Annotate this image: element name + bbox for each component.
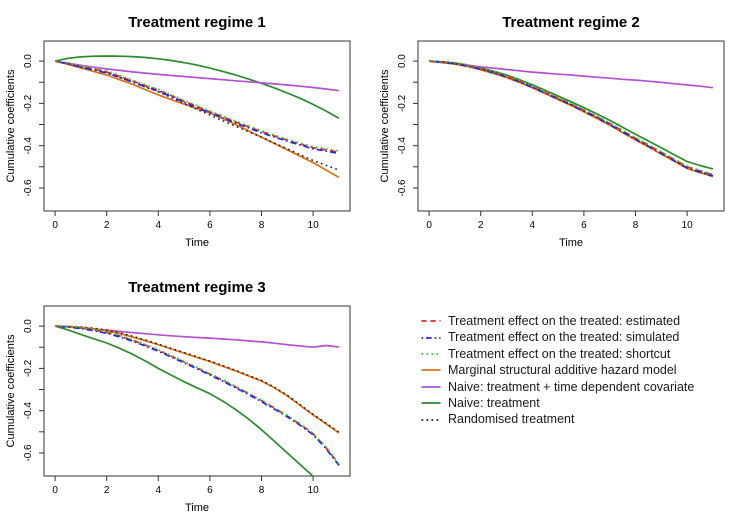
series-line-simulated xyxy=(54,60,340,155)
y-axis-tick-label: -0.2 xyxy=(23,94,34,112)
x-axis-tick-label: 8 xyxy=(633,220,639,231)
x-axis-label: Time xyxy=(185,502,209,514)
series-line-shortcut xyxy=(54,60,340,152)
y-axis-tick-label: 0.0 xyxy=(23,54,34,68)
plot-area: 0 2 4 6 8 10 0.0 -0.2 -0.4 -0.6 xyxy=(397,40,725,231)
plot-area: 0 2 4 6 8 10 0.0 -0.2 -0.4 -0.6 xyxy=(23,305,351,496)
x-axis-label: Time xyxy=(559,237,583,249)
chart-svg-regime-2: Treatment regime 2 Cumulative coefficien… xyxy=(379,14,725,249)
series-line-msm xyxy=(429,60,714,178)
series-line-naive_cov xyxy=(54,60,340,92)
legend-item-label: Randomised treatment xyxy=(448,412,575,427)
legend-item-estimated: Treatment effect on the treated: estimat… xyxy=(421,313,694,329)
x-axis-tick-label: 2 xyxy=(478,220,484,231)
chart-svg-regime-3: Treatment regime 3 Cumulative coefficien… xyxy=(5,279,351,514)
y-axis-tick-label: 0.0 xyxy=(23,319,34,333)
y-axis-label: Cumulative coefficients xyxy=(5,334,17,447)
chart-panel-regime-2: Treatment regime 2 Cumulative coefficien… xyxy=(374,0,747,265)
plot-area: 0 2 4 6 8 10 0.0 -0.2 -0.4 -0.6 xyxy=(23,40,351,231)
series-line-simulated xyxy=(429,60,714,177)
chart-title: Treatment regime 3 xyxy=(128,279,266,296)
legend-item-label: Naive: treatment + time dependent covari… xyxy=(448,379,695,394)
legend-key-line-estimated xyxy=(421,320,441,323)
series-line-naive xyxy=(54,55,340,119)
series-line-naive xyxy=(54,325,315,476)
legend-item-label: Naive: treatment xyxy=(448,395,540,410)
series-line-msm xyxy=(55,325,340,434)
x-axis-tick-label: 10 xyxy=(308,485,320,496)
y-axis-tick-label: -0.2 xyxy=(23,359,34,377)
legend-item-msm: Marginal structural additive hazard mode… xyxy=(421,362,694,378)
chart-svg-regime-1: Treatment regime 1 Cumulative coefficien… xyxy=(5,14,351,249)
legend: Treatment effect on the treated: estimat… xyxy=(421,313,694,428)
x-axis-tick-label: 10 xyxy=(682,220,694,231)
chart-panel-regime-1: Treatment regime 1 Cumulative coefficien… xyxy=(0,0,374,265)
series-line-estimated xyxy=(54,60,340,153)
y-axis-label: Cumulative coefficients xyxy=(5,69,17,182)
chart-title: Treatment regime 1 xyxy=(128,14,266,31)
y-axis-tick-label: -0.4 xyxy=(397,137,408,155)
plot-box xyxy=(417,40,725,212)
chart-panel-regime-3: Treatment regime 3 Cumulative coefficien… xyxy=(0,265,374,529)
series-line-msm xyxy=(54,60,340,179)
legend-key-line-naive xyxy=(421,402,441,405)
x-axis-label: Time xyxy=(185,237,209,249)
legend-item-label: Treatment effect on the treated: shortcu… xyxy=(448,346,671,361)
series-line-randomised xyxy=(55,325,340,433)
x-axis-tick-label: 4 xyxy=(156,485,162,496)
y-axis-label: Cumulative coefficients xyxy=(379,69,391,182)
series-line-naive xyxy=(429,60,714,170)
legend-item-naive: Naive: treatment xyxy=(421,395,694,411)
x-axis-tick-label: 0 xyxy=(52,220,58,231)
x-axis-tick-label: 0 xyxy=(426,220,432,231)
x-axis-tick-label: 6 xyxy=(581,220,587,231)
legend-item-naive_cov: Naive: treatment + time dependent covari… xyxy=(421,379,694,395)
legend-item-simulated: Treatment effect on the treated: simulat… xyxy=(421,329,694,345)
legend-key-line-naive_cov xyxy=(421,385,441,388)
y-axis-tick-label: -0.6 xyxy=(397,179,408,197)
legend-item-label: Treatment effect on the treated: estimat… xyxy=(448,314,681,328)
series-line-naive_cov xyxy=(429,60,713,89)
x-axis-tick-label: 2 xyxy=(104,220,110,231)
plot-box xyxy=(43,305,351,477)
legend-item-shortcut: Treatment effect on the treated: shortcu… xyxy=(421,346,694,362)
x-axis-tick-label: 4 xyxy=(156,220,162,231)
legend-item-label: Treatment effect on the treated: simulat… xyxy=(448,330,680,345)
y-axis-tick-label: -0.6 xyxy=(23,444,34,462)
series-line-estimated xyxy=(429,60,714,176)
series-line-simulated xyxy=(55,325,340,466)
x-axis-tick-label: 8 xyxy=(259,485,265,496)
x-axis-tick-label: 6 xyxy=(207,220,213,231)
plot-box xyxy=(43,40,351,212)
legend-item-label: Marginal structural additive hazard mode… xyxy=(448,363,677,378)
series-line-shortcut xyxy=(429,60,714,176)
legend-item-randomised: Randomised treatment xyxy=(421,411,694,427)
x-axis-tick-label: 4 xyxy=(530,220,536,231)
legend-key-line-msm xyxy=(421,369,441,372)
series-line-shortcut xyxy=(55,325,340,465)
legend-key-line-simulated xyxy=(421,336,441,339)
x-axis-tick-label: 8 xyxy=(259,220,265,231)
series-line-randomised xyxy=(429,60,714,177)
legend-key-line-randomised xyxy=(421,418,441,421)
legend-key-line-shortcut xyxy=(421,353,441,355)
y-axis-tick-label: -0.6 xyxy=(23,179,34,197)
y-axis-tick-label: -0.4 xyxy=(23,402,34,420)
x-axis-tick-label: 2 xyxy=(104,485,110,496)
x-axis-tick-label: 10 xyxy=(308,220,320,231)
y-axis-tick-label: -0.4 xyxy=(23,137,34,155)
series-line-estimated xyxy=(55,325,340,466)
y-axis-tick-label: -0.2 xyxy=(397,94,408,112)
chart-title: Treatment regime 2 xyxy=(502,14,640,31)
y-axis-tick-label: 0.0 xyxy=(397,54,408,68)
x-axis-tick-label: 6 xyxy=(207,485,213,496)
x-axis-tick-label: 0 xyxy=(52,485,58,496)
